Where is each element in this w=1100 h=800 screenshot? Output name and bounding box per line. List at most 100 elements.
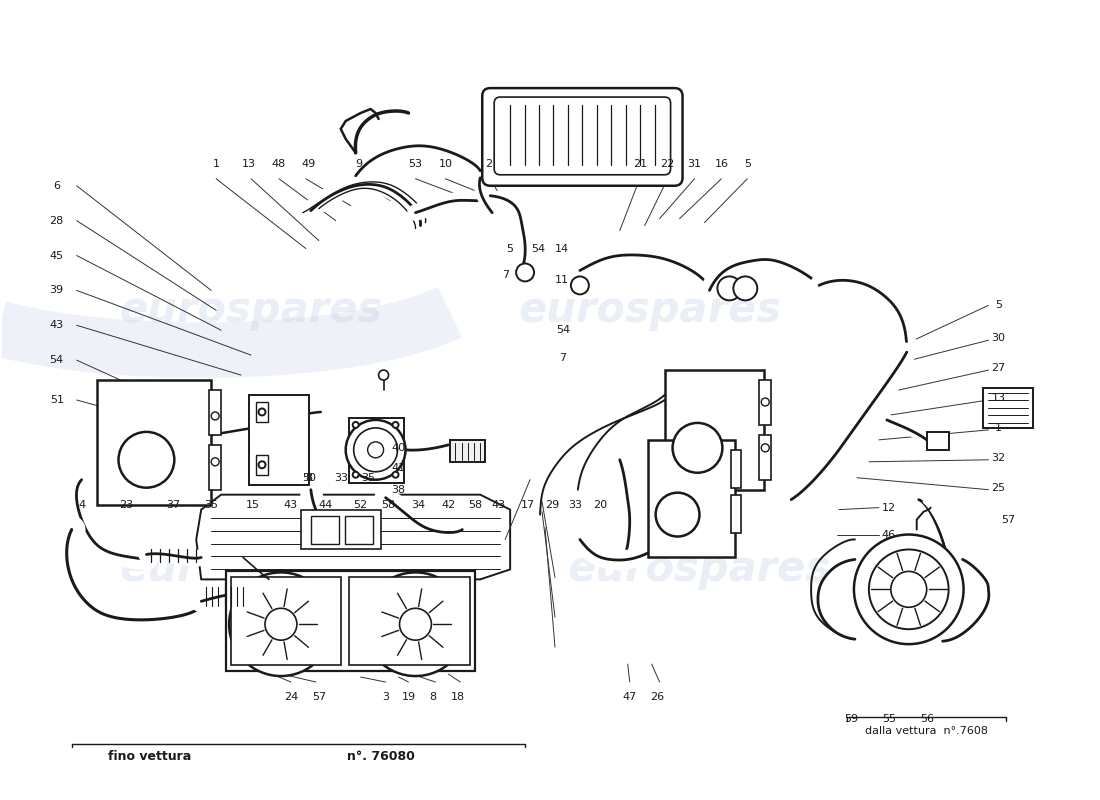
Text: dalla vettura  n°.7608: dalla vettura n°.7608 [866, 726, 988, 736]
Text: 8: 8 [306, 473, 312, 482]
Bar [349, 418, 404, 482]
Text: 7: 7 [503, 270, 509, 281]
Text: 33: 33 [333, 473, 348, 482]
Text: fino vettura: fino vettura [108, 750, 191, 763]
Text: eurospares: eurospares [518, 290, 781, 331]
Text: 1: 1 [994, 423, 1002, 433]
Text: 26: 26 [650, 692, 664, 702]
Bar [256, 455, 268, 474]
Text: 59: 59 [844, 714, 858, 724]
Circle shape [345, 420, 406, 480]
Circle shape [353, 422, 359, 428]
Circle shape [571, 277, 588, 294]
Text: 18: 18 [451, 692, 465, 702]
Text: 25: 25 [991, 482, 1005, 493]
Circle shape [393, 472, 398, 478]
Circle shape [364, 572, 468, 676]
Text: 13: 13 [991, 393, 1005, 403]
Circle shape [399, 608, 431, 640]
Text: 2: 2 [485, 159, 492, 169]
Circle shape [891, 571, 926, 607]
Bar [450, 440, 485, 462]
Circle shape [265, 608, 297, 640]
Text: 46: 46 [882, 530, 895, 539]
Bar [983, 388, 1033, 428]
Text: eurospares: eurospares [120, 549, 383, 590]
FancyBboxPatch shape [494, 97, 671, 174]
Text: 54: 54 [50, 355, 64, 365]
Text: 37: 37 [166, 500, 180, 510]
Bar [227, 571, 475, 671]
Text: 12: 12 [882, 502, 895, 513]
Bar [209, 445, 221, 490]
Text: 5: 5 [994, 300, 1002, 310]
Circle shape [258, 409, 265, 415]
Text: 31: 31 [688, 159, 702, 169]
Text: 17: 17 [521, 500, 535, 510]
Text: 30: 30 [991, 334, 1005, 343]
Polygon shape [196, 494, 510, 579]
Circle shape [516, 263, 535, 282]
Bar [249, 395, 309, 485]
Text: 28: 28 [50, 216, 64, 226]
Text: 49: 49 [301, 159, 316, 169]
Text: 44: 44 [319, 500, 333, 510]
Text: 54: 54 [531, 243, 546, 254]
Text: 10: 10 [439, 159, 452, 169]
Circle shape [761, 444, 769, 452]
Text: 45: 45 [50, 250, 64, 261]
Bar [344, 515, 373, 543]
Bar [926, 432, 948, 450]
Text: 27: 27 [991, 363, 1005, 373]
Bar [664, 370, 764, 490]
Text: 35: 35 [362, 473, 375, 482]
Text: 40: 40 [392, 443, 406, 453]
Text: 13: 13 [242, 159, 256, 169]
Text: eurospares: eurospares [120, 290, 383, 331]
Bar [349, 578, 471, 665]
Text: 6: 6 [53, 181, 60, 190]
Text: 51: 51 [50, 395, 64, 405]
Circle shape [229, 572, 333, 676]
Circle shape [354, 428, 397, 472]
Text: 24: 24 [284, 692, 298, 702]
Text: 43: 43 [50, 320, 64, 330]
Text: 22: 22 [660, 159, 674, 169]
Text: 29: 29 [544, 500, 559, 510]
Text: 3: 3 [382, 692, 389, 702]
FancyBboxPatch shape [482, 88, 682, 186]
Text: 53: 53 [408, 159, 422, 169]
Text: 11: 11 [556, 275, 569, 286]
Text: 9: 9 [355, 159, 362, 169]
Bar [759, 380, 771, 425]
Circle shape [734, 277, 757, 300]
Circle shape [393, 422, 398, 428]
Bar [311, 515, 339, 543]
Text: 14: 14 [554, 243, 569, 254]
Text: 7: 7 [560, 353, 566, 363]
Bar [732, 494, 741, 533]
Bar [209, 390, 221, 435]
Bar [97, 380, 211, 505]
Circle shape [119, 432, 174, 488]
Text: 33: 33 [568, 500, 582, 510]
Text: 41: 41 [392, 462, 406, 473]
Circle shape [378, 370, 388, 380]
Circle shape [761, 398, 769, 406]
Text: 23: 23 [120, 500, 133, 510]
Bar [759, 435, 771, 480]
Text: 15: 15 [246, 500, 260, 510]
Circle shape [672, 423, 723, 473]
Text: 34: 34 [411, 500, 426, 510]
Text: 4: 4 [78, 500, 85, 510]
Text: 52: 52 [353, 500, 367, 510]
Circle shape [717, 277, 741, 300]
Text: 50: 50 [301, 473, 316, 482]
Circle shape [353, 472, 359, 478]
Text: 57: 57 [311, 692, 326, 702]
Text: 1: 1 [212, 159, 220, 169]
Circle shape [211, 412, 219, 420]
Bar [732, 450, 741, 488]
Text: 16: 16 [714, 159, 728, 169]
Text: 54: 54 [556, 326, 570, 335]
